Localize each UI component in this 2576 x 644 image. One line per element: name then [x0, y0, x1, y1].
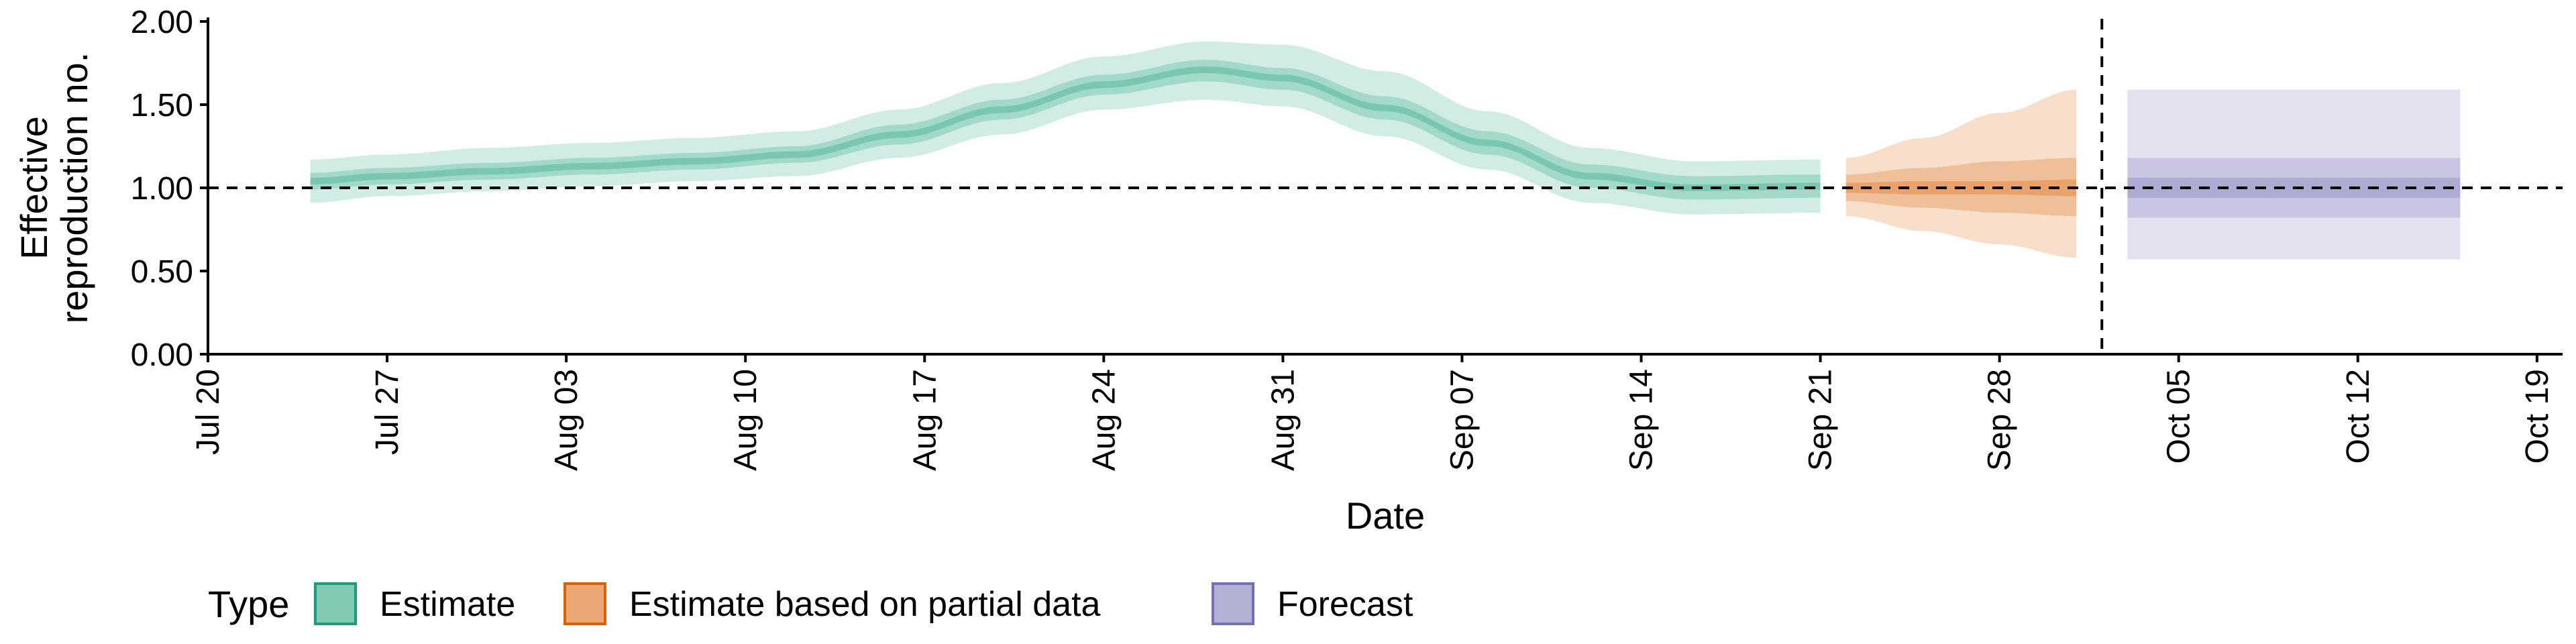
x-tick-label: Jul 20 [191, 369, 226, 455]
y-tick-label: 0.00 [131, 337, 193, 373]
legend-label: Estimate based on partial data [629, 585, 1101, 624]
y-axis-title-line: reproduction no. [53, 52, 95, 324]
y-tick-label: 1.00 [131, 171, 193, 207]
legend: Type Estimate Estimate based on partial da… [208, 582, 1413, 625]
series-bands [310, 41, 2461, 260]
legend-swatch [314, 582, 357, 625]
band-90 [310, 41, 1821, 215]
legend-swatch [1212, 582, 1254, 625]
legend-swatch [564, 582, 606, 625]
legend-label: Forecast [1277, 585, 1413, 624]
x-tick-label: Aug 24 [1086, 369, 1122, 471]
x-tick-label: Jul 27 [370, 369, 405, 455]
series-1 [1845, 89, 2077, 258]
x-tick-label: Oct 05 [2161, 369, 2197, 464]
band-90 [2127, 89, 2461, 260]
x-tick-label: Aug 31 [1265, 369, 1301, 471]
axes: 0.00 0.50 1.00 1.50 2.00 Jul 20 Jul 27 Aug 03 Au… [131, 5, 2563, 471]
y-tick-label: 2.00 [131, 5, 193, 40]
y-axis-title-line: Effective [13, 116, 55, 260]
series-0 [310, 41, 1821, 215]
x-tick-label: Sep 07 [1444, 369, 1480, 471]
x-tick-label: Aug 03 [549, 369, 584, 471]
band-20 [310, 66, 1821, 191]
legend-item: Estimate based on partial data [564, 582, 1101, 625]
legend-label: Estimate [380, 585, 515, 624]
x-tick-label: Sep 21 [1803, 369, 1839, 471]
series-2 [2127, 89, 2461, 260]
x-tick-label: Aug 10 [728, 369, 763, 471]
band-90 [1845, 89, 2077, 258]
x-tick-label: Oct 19 [2520, 369, 2555, 464]
x-tick-label: Oct 12 [2341, 369, 2376, 464]
y-tick-label: 1.50 [131, 88, 193, 123]
legend-item: Forecast [1212, 582, 1413, 625]
legend-item: Estimate [314, 582, 515, 625]
y-tick-label: 0.50 [131, 254, 193, 290]
legend-title: Type [208, 583, 289, 625]
reference-lines [208, 19, 2563, 354]
band-50 [310, 60, 1821, 200]
x-tick-label: Aug 17 [907, 369, 943, 471]
x-tick-label: Sep 28 [1982, 369, 2018, 471]
x-tick-label: Sep 14 [1624, 369, 1660, 471]
x-axis-title: Date [1346, 494, 1425, 537]
